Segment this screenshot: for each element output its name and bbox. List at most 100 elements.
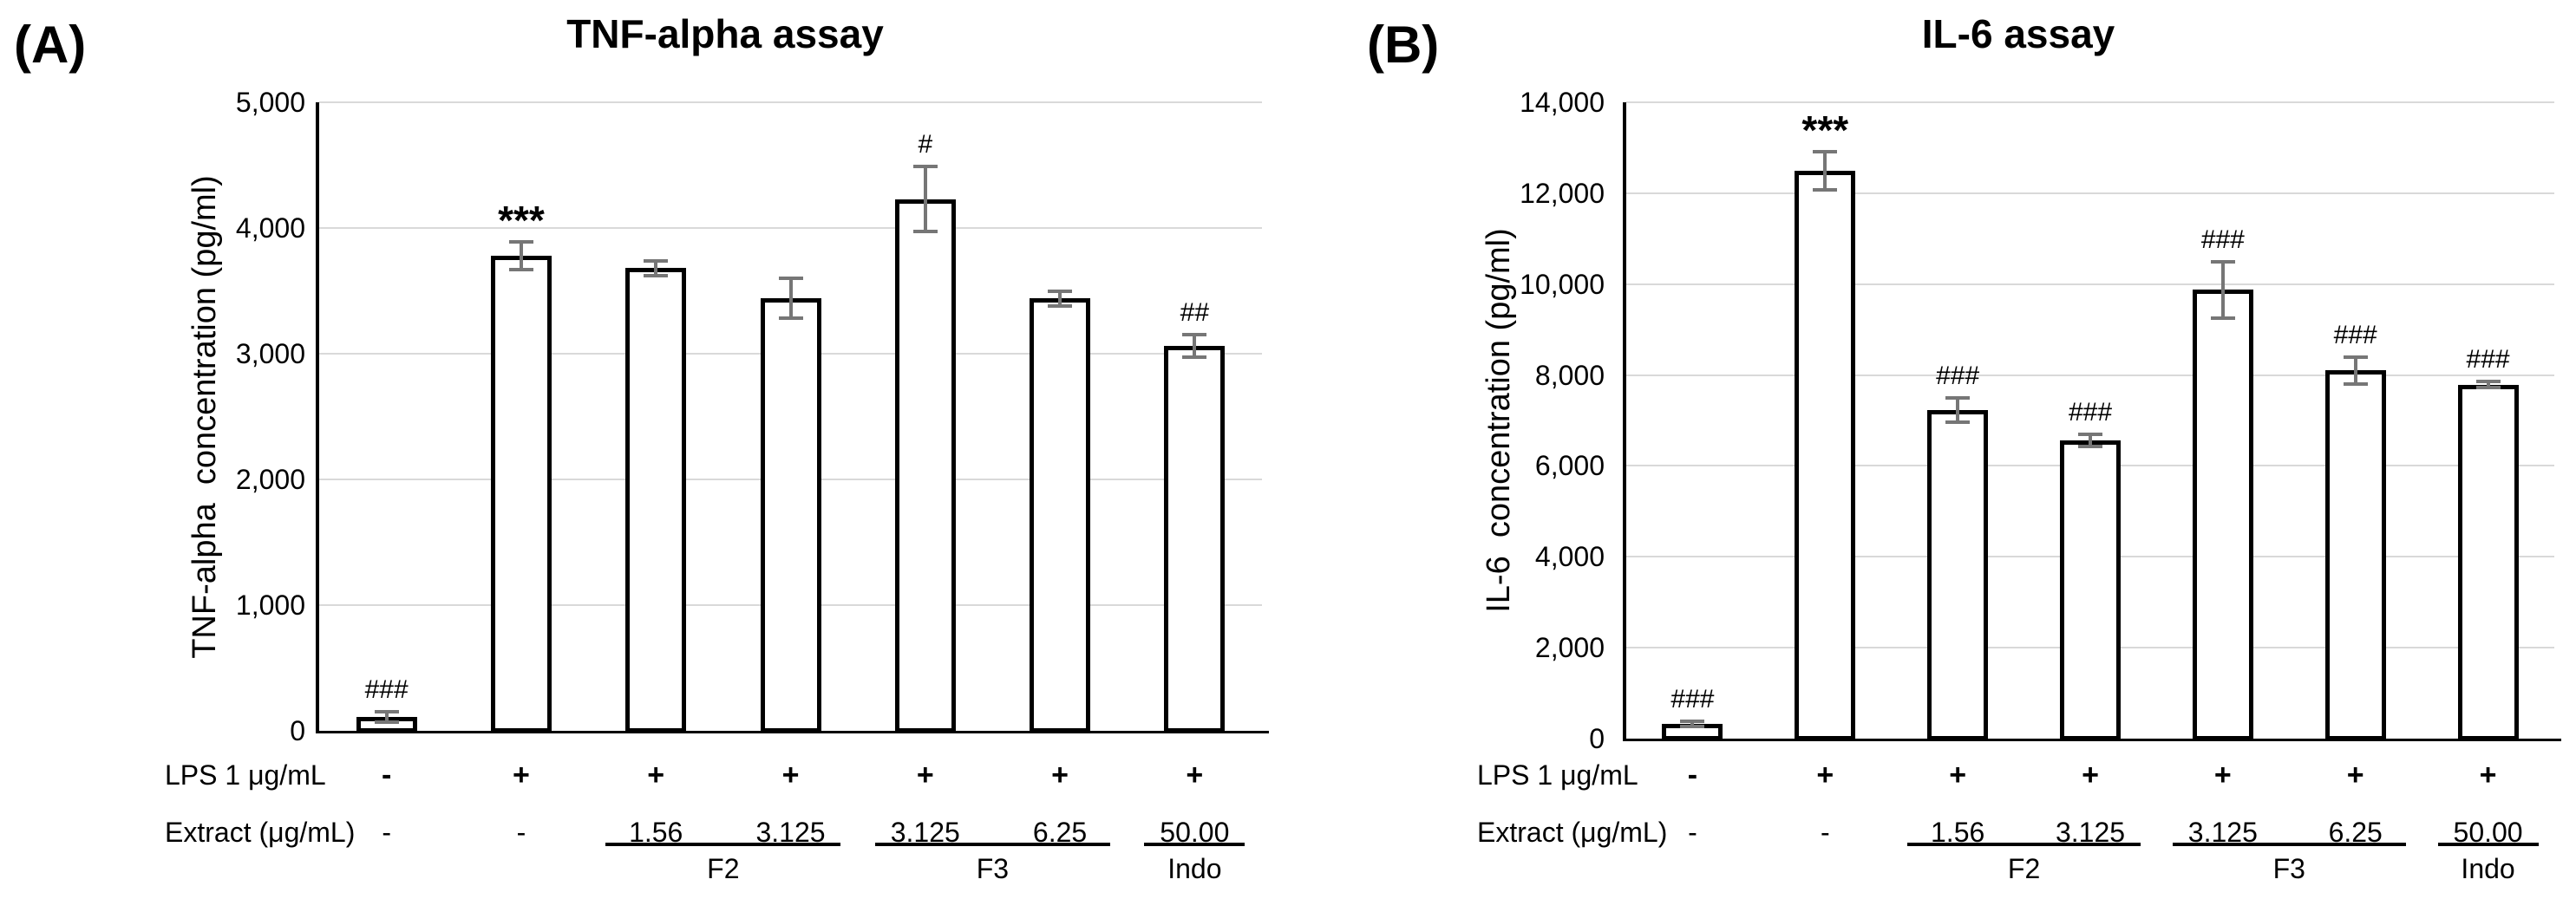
error-bar-cap-top — [1945, 396, 1971, 401]
x-row-value: - — [516, 817, 526, 848]
y-tick-label: 4,000 — [1534, 541, 1605, 573]
gridline — [1626, 283, 2554, 285]
bar — [2324, 370, 2386, 740]
group-label: F3 — [2272, 853, 2305, 884]
error-bar-cap-top — [1813, 149, 1838, 153]
group-label: F3 — [976, 853, 1010, 884]
significance-annotation: ### — [364, 675, 409, 705]
error-bar-cap-top — [912, 164, 938, 168]
group-underline — [874, 843, 1111, 846]
error-bar-cap-bottom — [2078, 444, 2102, 448]
error-bar-cap-bottom — [2210, 316, 2235, 320]
x-row-label: LPS 1 μg/mL — [165, 759, 326, 791]
error-bar-cap-top — [1680, 719, 1705, 723]
y-tick-label: 0 — [1589, 723, 1605, 754]
error-bar-cap-top — [374, 710, 399, 714]
group-label: Indo — [1167, 853, 1222, 884]
x-row-value: - — [1688, 817, 1697, 848]
error-bar-cap-top — [2475, 379, 2501, 383]
group-underline — [2437, 843, 2539, 846]
chart-title: IL-6 assay — [1921, 11, 2115, 56]
x-row-label: LPS 1 μg/mL — [1477, 759, 1638, 791]
significance-annotation: # — [918, 129, 933, 159]
error-bar — [2089, 434, 2092, 446]
error-bar-cap-top — [2078, 433, 2102, 437]
y-tick-label: 5,000 — [235, 87, 305, 118]
bar — [2192, 290, 2253, 740]
y-tick-label: 4,000 — [235, 212, 305, 244]
x-row-value: + — [1186, 759, 1204, 792]
gridline — [1626, 374, 2554, 376]
error-bar — [1193, 335, 1197, 358]
group-label: F2 — [2007, 853, 2041, 884]
error-bar — [788, 278, 793, 319]
y-tick-label: 2,000 — [1534, 632, 1605, 664]
error-bar — [384, 712, 389, 722]
error-bar — [923, 166, 927, 232]
error-bar — [654, 260, 658, 277]
panel-b: (B) IL-6 assay IL-6 concentration (pg/ml) 1… — [1288, 0, 2576, 899]
x-row-value: + — [2479, 759, 2497, 792]
error-bar-cap-top — [644, 258, 669, 263]
x-row-value: + — [781, 759, 800, 792]
y-tick-label: 1,000 — [235, 590, 305, 621]
y-tick-label: 14,000 — [1520, 87, 1605, 118]
x-row-value: + — [2213, 759, 2232, 792]
error-bar — [1823, 151, 1827, 190]
error-bar-cap-bottom — [374, 720, 399, 724]
error-bar-cap-bottom — [778, 316, 803, 321]
bar — [1795, 170, 1856, 740]
error-bar — [1058, 290, 1062, 306]
gridline — [1626, 101, 2554, 103]
x-row-value: - — [1687, 759, 1698, 792]
x-row-value: + — [512, 759, 530, 792]
error-bar-cap-bottom — [1680, 724, 1705, 728]
error-bar-cap-bottom — [2475, 386, 2501, 390]
x-row-label: Extract (μg/mL) — [165, 817, 356, 848]
significance-annotation: ## — [1180, 298, 1210, 328]
x-row-value: - — [1820, 817, 1830, 848]
x-row-value: + — [1051, 759, 1069, 792]
error-bar-cap-top — [1048, 289, 1073, 293]
error-bar-cap-top — [1182, 333, 1207, 337]
x-row-value: + — [2082, 759, 2099, 792]
gridline — [1626, 192, 2554, 194]
bar — [1164, 346, 1226, 733]
group-underline — [1144, 843, 1246, 846]
gridline — [319, 101, 1262, 103]
x-row-value: + — [647, 759, 665, 792]
error-bar — [1690, 720, 1695, 726]
error-bar — [2486, 381, 2490, 388]
x-row-value: + — [916, 759, 934, 792]
error-bar-cap-top — [778, 277, 803, 280]
error-bar-cap-bottom — [1945, 420, 1971, 424]
error-bar-cap-bottom — [1813, 187, 1838, 192]
x-axis-line — [1623, 739, 2561, 741]
error-bar-cap-top — [2343, 355, 2368, 360]
error-bar — [1956, 398, 1960, 422]
bar — [2060, 440, 2121, 740]
bar — [894, 199, 956, 733]
significance-annotation: ### — [1936, 362, 1980, 391]
y-tick-label: 6,000 — [1534, 450, 1605, 482]
error-bar — [519, 241, 523, 270]
significance-annotation: *** — [1801, 107, 1849, 153]
y-tick-label: 12,000 — [1520, 177, 1605, 209]
bar — [2457, 384, 2519, 740]
group-underline — [1907, 843, 2141, 846]
error-bar — [2353, 357, 2357, 384]
error-bar-cap-bottom — [2343, 381, 2368, 386]
error-bar-cap-top — [2210, 259, 2235, 264]
y-axis-line — [1623, 102, 1626, 741]
error-bar-cap-bottom — [1048, 303, 1073, 308]
panel-label: (B) — [1367, 16, 1440, 74]
y-axis-label: IL-6 concentration (pg/ml) — [1481, 228, 1517, 613]
y-tick-label: 0 — [290, 715, 305, 746]
group-underline — [605, 843, 841, 846]
bar — [760, 298, 821, 733]
y-axis-line — [316, 102, 319, 733]
group-underline — [2172, 843, 2406, 846]
significance-annotation: ### — [2200, 225, 2245, 254]
x-row-value: - — [382, 817, 391, 848]
